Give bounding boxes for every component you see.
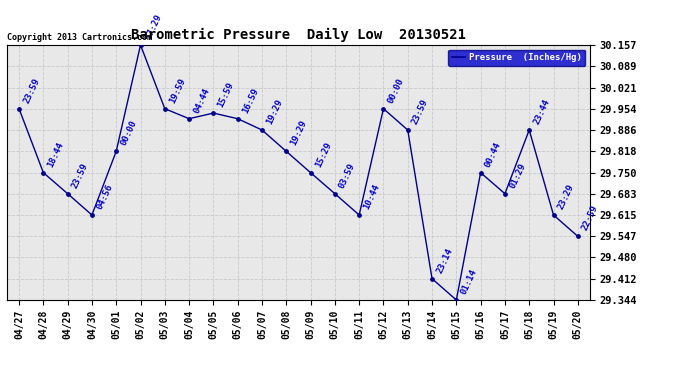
Legend: Pressure  (Inches/Hg): Pressure (Inches/Hg): [448, 50, 585, 66]
Text: 23:59: 23:59: [22, 76, 41, 105]
Point: [329, 190, 340, 196]
Point: [354, 212, 365, 218]
Text: 19:29: 19:29: [265, 98, 284, 126]
Text: 22:59: 22:59: [580, 204, 600, 232]
Text: 23:59: 23:59: [411, 98, 430, 126]
Text: 04:44: 04:44: [192, 86, 211, 114]
Point: [572, 233, 583, 239]
Text: 15:29: 15:29: [313, 140, 333, 168]
Point: [232, 116, 243, 122]
Text: 01:14: 01:14: [459, 268, 479, 296]
Text: 23:14: 23:14: [435, 246, 454, 274]
Point: [281, 148, 292, 154]
Text: 16:59: 16:59: [241, 86, 260, 114]
Text: 10:44: 10:44: [362, 183, 382, 211]
Point: [402, 127, 413, 133]
Text: 01:29: 01:29: [508, 161, 527, 189]
Text: 19:29: 19:29: [289, 119, 308, 147]
Point: [524, 127, 535, 133]
Point: [110, 148, 121, 154]
Text: 23:59: 23:59: [70, 161, 90, 189]
Text: 03:59: 03:59: [337, 161, 357, 189]
Point: [500, 190, 511, 196]
Point: [14, 106, 25, 112]
Point: [426, 276, 437, 282]
Point: [548, 212, 559, 218]
Point: [475, 170, 486, 176]
Point: [184, 116, 195, 122]
Text: 18:44: 18:44: [46, 140, 66, 168]
Point: [62, 190, 73, 196]
Point: [378, 106, 389, 112]
Text: 00:44: 00:44: [484, 140, 503, 168]
Text: 23:44: 23:44: [532, 98, 551, 126]
Point: [86, 212, 97, 218]
Point: [135, 42, 146, 48]
Text: 15:59: 15:59: [216, 81, 236, 109]
Text: 04:56: 04:56: [95, 183, 115, 211]
Point: [305, 170, 316, 176]
Point: [208, 110, 219, 116]
Point: [451, 297, 462, 303]
Text: Copyright 2013 Cartronics.com: Copyright 2013 Cartronics.com: [7, 33, 152, 42]
Point: [257, 127, 268, 133]
Text: 19:59: 19:59: [168, 76, 187, 105]
Text: 23:29: 23:29: [556, 183, 575, 211]
Point: [159, 106, 170, 112]
Point: [38, 170, 49, 176]
Text: 00:00: 00:00: [386, 76, 406, 105]
Text: 17:29: 17:29: [144, 13, 163, 41]
Text: 00:00: 00:00: [119, 119, 139, 147]
Title: Barometric Pressure  Daily Low  20130521: Barometric Pressure Daily Low 20130521: [131, 28, 466, 42]
